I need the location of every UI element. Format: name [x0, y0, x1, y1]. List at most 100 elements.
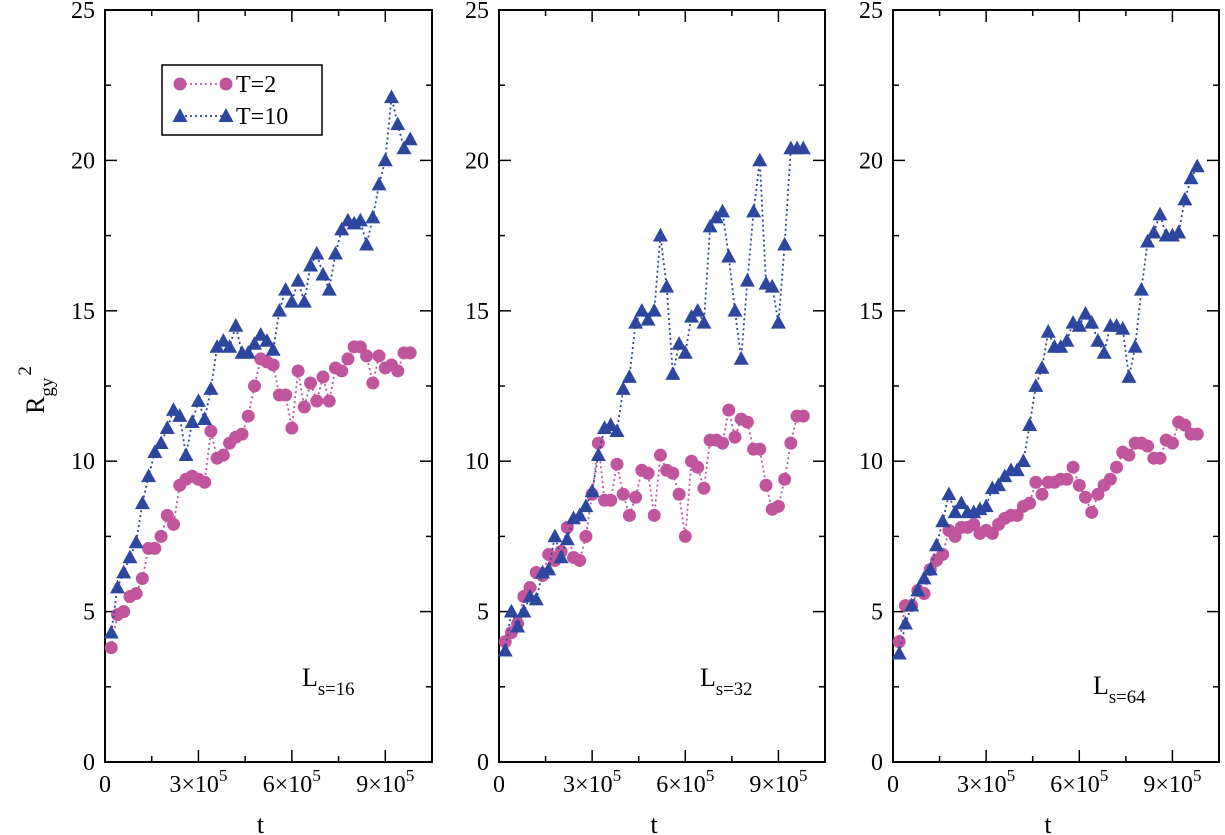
data-point: [403, 346, 417, 360]
y-tick-label: 25: [465, 0, 489, 24]
data-point: [634, 303, 650, 317]
data-point: [153, 435, 169, 450]
data-point: [1090, 333, 1106, 347]
data-point: [910, 582, 926, 597]
data-point: [184, 414, 200, 428]
data-point: [991, 477, 1007, 492]
data-point: [941, 486, 957, 501]
data-point: [327, 245, 343, 260]
data-point: [1071, 318, 1087, 332]
legend-marker: [219, 77, 233, 91]
legend-marker: [172, 108, 188, 122]
data-point: [559, 531, 575, 546]
data-point: [659, 278, 675, 293]
data-point: [677, 345, 693, 359]
panel-2: 0 5 10 15 20 25 0 3×105 6×105 9×105 t Ls=32: [465, 0, 826, 835]
data-point: [116, 564, 132, 579]
y-tick-label: 15: [71, 299, 95, 325]
data-point: [1121, 369, 1137, 383]
y-tick-label: 20: [465, 148, 489, 174]
data-point: [690, 303, 706, 317]
series-T2: [104, 340, 417, 655]
data-point: [203, 381, 219, 395]
data-point: [610, 457, 624, 471]
data-point: [628, 315, 644, 329]
data-point: [647, 508, 661, 522]
data-point: [279, 388, 293, 402]
data-point: [646, 303, 662, 317]
y-tick-label: 20: [859, 148, 883, 174]
data-point: [1023, 496, 1037, 510]
x-tick-label: 3×105: [563, 766, 621, 798]
panel-3: 0 5 10 15 20 25 0 3×105 6×105 9×105 t Ls=64: [859, 0, 1220, 835]
data-point: [216, 448, 230, 462]
data-point: [1085, 505, 1099, 519]
data-point: [285, 421, 299, 435]
data-point: [359, 236, 375, 251]
data-point: [904, 597, 920, 612]
panel-annotation: Ls=32: [700, 663, 752, 700]
data-point: [167, 517, 181, 531]
x-tick-label: 0: [99, 772, 111, 798]
data-point: [497, 642, 513, 657]
y-tick-label: 0: [83, 750, 95, 776]
data-point: [547, 528, 563, 543]
data-point: [129, 587, 143, 601]
data-point: [1190, 427, 1204, 441]
data-point: [770, 315, 786, 329]
data-point: [1183, 170, 1199, 185]
data-point: [366, 376, 380, 390]
legend-box: [161, 64, 323, 136]
data-point: [1059, 333, 1075, 347]
data-point: [1152, 206, 1168, 221]
data-point: [246, 336, 262, 350]
data-point: [303, 257, 319, 272]
panel-annotation: Ls=16: [302, 663, 354, 700]
data-point: [771, 499, 785, 513]
x-axis-title: t: [650, 810, 658, 835]
data-point: [916, 570, 932, 585]
data-point: [391, 364, 405, 378]
data-point: [197, 411, 213, 425]
data-point: [204, 424, 218, 438]
data-point: [891, 645, 907, 660]
y-tick-label: 10: [71, 449, 95, 475]
data-point: [753, 442, 767, 456]
data-point: [172, 408, 188, 422]
data-point: [352, 212, 368, 227]
legend: T=2 T=10: [161, 64, 323, 136]
data-point: [141, 468, 157, 483]
data-point: [727, 303, 743, 317]
data-point: [396, 140, 412, 155]
y-tick-label: 20: [71, 148, 95, 174]
data-point: [653, 448, 667, 462]
x-tick-label: 0: [887, 772, 899, 798]
series-T2: [498, 403, 810, 649]
data-point: [241, 409, 255, 423]
data-point: [696, 315, 712, 329]
data-point: [528, 591, 544, 606]
data-point: [716, 436, 730, 450]
data-point: [222, 339, 238, 353]
data-point: [752, 152, 768, 167]
y-tick-label: 25: [859, 0, 883, 24]
data-point: [503, 603, 519, 618]
data-point: [523, 581, 537, 595]
y-tick-label: 15: [465, 299, 489, 325]
data-point: [159, 420, 175, 434]
series-line: [898, 166, 1199, 654]
legend-marker: [173, 77, 187, 91]
data-point: [290, 272, 306, 287]
data-point: [739, 272, 755, 287]
data-point: [384, 89, 400, 104]
data-point: [702, 218, 718, 233]
data-point: [117, 605, 131, 619]
data-point: [278, 281, 294, 296]
data-point: [1028, 378, 1044, 392]
data-point: [135, 572, 149, 586]
x-axis-title: t: [1044, 810, 1052, 835]
data-point: [1127, 339, 1143, 353]
data-point: [947, 504, 963, 519]
data-point: [746, 203, 762, 218]
